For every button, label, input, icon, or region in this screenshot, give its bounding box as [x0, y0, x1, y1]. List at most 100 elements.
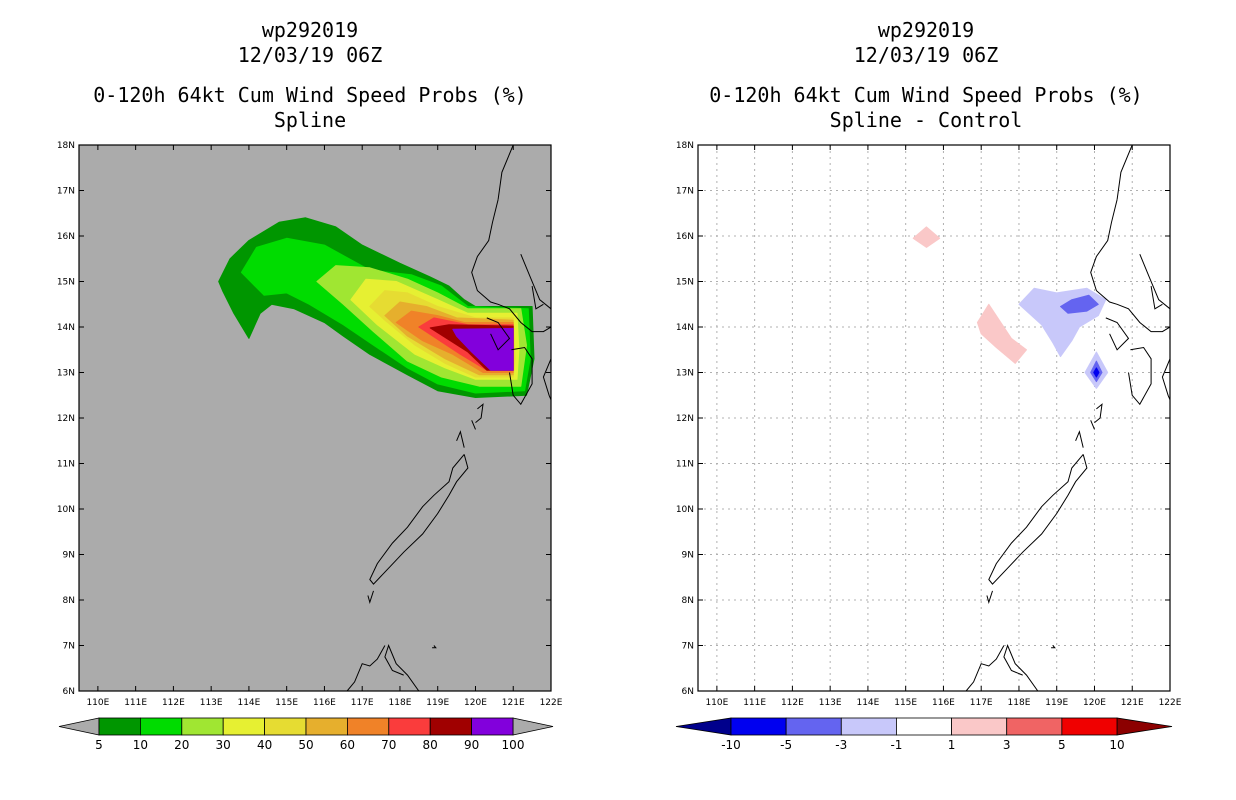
- coastline: [1075, 430, 1084, 448]
- x-tick-label: 120E: [1083, 698, 1106, 708]
- y-tick-label: 10N: [57, 505, 75, 515]
- x-tick-label: 111E: [124, 698, 147, 708]
- x-tick-label: 114E: [237, 698, 260, 708]
- x-tick-label: 118E: [1008, 698, 1031, 708]
- coastline: [1128, 346, 1152, 406]
- coastline: [1090, 199, 1170, 333]
- contour-region: [1060, 294, 1099, 314]
- colorbar-swatch: [346, 717, 390, 736]
- contour-region: [976, 303, 1027, 364]
- colorbar-label: 40: [257, 738, 272, 752]
- y-tick-label: 15N: [676, 278, 694, 288]
- coastline: [531, 286, 544, 310]
- y-tick-label: 13N: [676, 369, 694, 379]
- y-tick-label: 7N: [63, 642, 75, 652]
- x-tick-label: 116E: [932, 698, 955, 708]
- y-tick-label: 9N: [682, 551, 694, 561]
- coastline: [456, 430, 465, 448]
- coastline: [1139, 254, 1170, 310]
- coastline: [1116, 145, 1133, 200]
- colorbar-label: 90: [464, 738, 479, 752]
- x-tick-label: 121E: [1121, 698, 1144, 708]
- x-tick-label: 110E: [705, 698, 728, 708]
- colorbar-swatch: [264, 717, 307, 736]
- colorbar-swatch: [840, 717, 897, 736]
- colorbar-label: 1: [948, 738, 956, 752]
- coastline: [965, 645, 1005, 691]
- y-tick-label: 12N: [676, 414, 694, 424]
- colorbar-swatch: [139, 717, 183, 736]
- x-tick-label: 122E: [1159, 698, 1182, 708]
- colorbar-label: -5: [780, 738, 792, 752]
- title-line-1: wp292019: [877, 18, 975, 42]
- coastline: [542, 358, 551, 400]
- colorbar-swatch: [951, 717, 1008, 736]
- x-tick-label: 116E: [313, 698, 336, 708]
- colorbar-label: 50: [298, 738, 313, 752]
- coastline: [988, 454, 1088, 585]
- colorbar-swatch: [429, 717, 473, 736]
- y-tick-label: 8N: [63, 596, 75, 606]
- coastline: [1090, 420, 1095, 430]
- x-tick-label: 114E: [856, 698, 879, 708]
- y-tick-label: 15N: [57, 278, 75, 288]
- colorbar-swatch: [896, 717, 952, 736]
- colorbar-label: -1: [890, 738, 902, 752]
- coastline: [1105, 317, 1130, 351]
- coastline: [384, 644, 420, 691]
- colorbar-label: 3: [1003, 738, 1011, 752]
- x-tick-label: 112E: [781, 698, 804, 708]
- contour-region: [1093, 367, 1100, 378]
- chart-title-right: wp292019 12/03/19 06Z 0-120h 64kt Cum Wi…: [646, 18, 1206, 133]
- x-tick-label: 122E: [540, 698, 563, 708]
- y-tick-label: 6N: [682, 687, 694, 697]
- coastline: [369, 454, 469, 585]
- coastline: [1051, 645, 1056, 649]
- colorbar-swatch: [1006, 717, 1063, 736]
- colorbar-label: 80: [423, 738, 438, 752]
- colorbar-swatch: [388, 717, 431, 736]
- colorbar-label: 100: [502, 738, 525, 752]
- y-tick-label: 6N: [63, 687, 75, 697]
- colorbar-label: 10: [133, 738, 148, 752]
- x-tick-label: 118E: [389, 698, 412, 708]
- colorbar-label: 5: [95, 738, 103, 752]
- title-line-2: 12/03/19 06Z: [853, 43, 999, 67]
- coastline: [497, 145, 514, 200]
- colorbar-label: 20: [174, 738, 189, 752]
- colorbar-label: -10: [721, 738, 741, 752]
- colorbar: -10 -5 -3 -1 1 3 5 10: [675, 717, 1173, 752]
- coastline: [1150, 286, 1163, 310]
- coastline: [486, 317, 511, 351]
- contour-region: [912, 226, 941, 248]
- x-tick-label: 117E: [351, 698, 374, 708]
- colorbar-swatch: [471, 717, 514, 736]
- coastline: [509, 346, 533, 406]
- colorbar-over: [512, 717, 554, 736]
- title-line-3: 0-120h 64kt Cum Wind Speed Probs (%): [709, 83, 1143, 107]
- x-tick-label: 111E: [743, 698, 766, 708]
- y-tick-label: 9N: [63, 551, 75, 561]
- x-tick-label: 117E: [970, 698, 993, 708]
- x-tick-label: 115E: [275, 698, 298, 708]
- contour-region: [452, 327, 514, 371]
- coastline: [471, 420, 476, 430]
- x-tick-label: 113E: [819, 698, 842, 708]
- colorbar-swatch: [98, 717, 141, 736]
- colorbar-label: 30: [216, 738, 231, 752]
- chart-panel-1: 110E 111E 112E 113E 114E 115E 116E 117E 118E 119E…: [57, 141, 563, 752]
- y-tick-label: 14N: [57, 323, 75, 333]
- colorbar-swatch: [305, 717, 348, 736]
- colorbar-under: [58, 717, 100, 736]
- colorbar-swatch: [222, 717, 265, 736]
- colorbar-label: 10: [1109, 738, 1124, 752]
- y-tick-label: 16N: [57, 232, 75, 242]
- coastline: [346, 645, 386, 691]
- colorbar-swatch: [181, 717, 224, 736]
- x-tick-label: 113E: [200, 698, 223, 708]
- title-line-1: wp292019: [261, 18, 359, 42]
- x-tick-label: 120E: [464, 698, 487, 708]
- colorbar-label: -3: [835, 738, 847, 752]
- x-tick-label: 112E: [162, 698, 185, 708]
